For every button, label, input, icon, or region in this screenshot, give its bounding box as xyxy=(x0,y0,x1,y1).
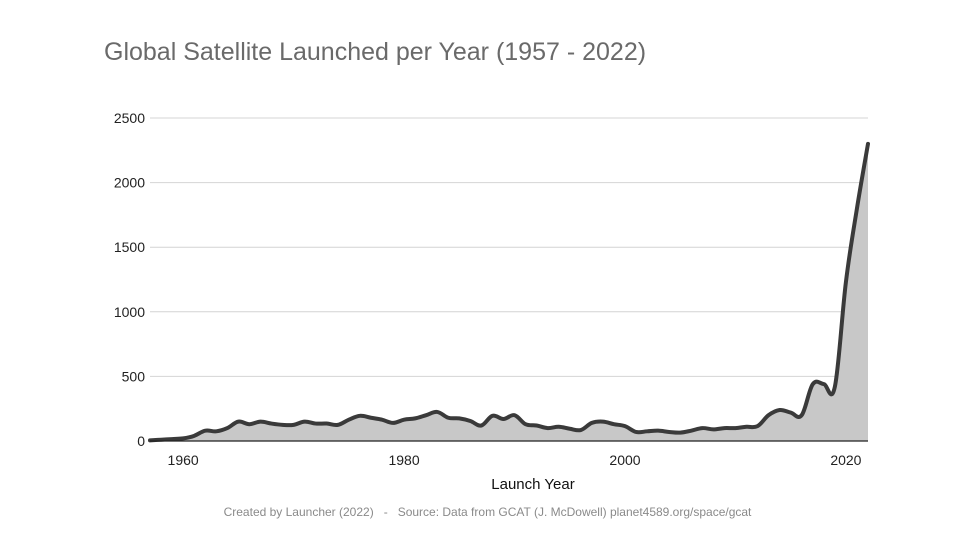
data-point-1981 xyxy=(413,416,418,421)
data-point-1958 xyxy=(159,437,164,442)
data-point-1980 xyxy=(402,417,407,422)
data-point-2017 xyxy=(810,382,815,387)
data-point-1995 xyxy=(567,426,572,431)
data-point-2013 xyxy=(766,413,771,418)
data-point-1973 xyxy=(324,421,329,426)
data-point-1968 xyxy=(269,421,274,426)
data-point-2000 xyxy=(622,424,627,429)
data-point-1960 xyxy=(181,436,186,441)
data-point-1975 xyxy=(346,417,351,422)
data-point-1985 xyxy=(457,416,462,421)
chart-title: Global Satellite Launched per Year (1957… xyxy=(104,38,647,66)
x-tick-label: 2020 xyxy=(830,452,861,468)
data-point-1993 xyxy=(545,426,550,431)
data-point-1992 xyxy=(534,423,539,428)
data-point-2019 xyxy=(832,384,837,389)
source-credit: Created by Launcher (2022) - Source: Dat… xyxy=(223,505,752,519)
data-point-1997 xyxy=(589,420,594,425)
x-tick-label: 1980 xyxy=(388,452,419,468)
data-point-1988 xyxy=(490,413,495,418)
data-point-1974 xyxy=(335,422,340,427)
data-point-1991 xyxy=(523,422,528,427)
data-point-1962 xyxy=(203,428,208,433)
data-point-2021 xyxy=(854,206,859,211)
y-tick-label: 2000 xyxy=(114,175,145,191)
series-area-fill xyxy=(150,143,868,441)
data-point-2016 xyxy=(799,413,804,418)
y-tick-labels: 0 500 1000 1500 2000 2500 xyxy=(114,110,145,449)
data-point-1964 xyxy=(225,426,230,431)
x-axis-label: Launch Year xyxy=(491,476,575,493)
data-point-2007 xyxy=(700,426,705,431)
data-point-1961 xyxy=(192,433,197,438)
y-tick-label: 2500 xyxy=(114,110,145,126)
data-point-1987 xyxy=(479,423,484,428)
data-point-1982 xyxy=(424,413,429,418)
data-point-1972 xyxy=(313,421,318,426)
data-point-2010 xyxy=(733,426,738,431)
data-point-1963 xyxy=(214,429,219,434)
data-point-1969 xyxy=(280,422,285,427)
data-point-1990 xyxy=(512,413,517,418)
data-points xyxy=(148,141,871,443)
x-tick-labels: 1960 1980 2000 2020 xyxy=(168,452,862,468)
data-point-1978 xyxy=(379,417,384,422)
data-point-1966 xyxy=(247,422,252,427)
grid-layer xyxy=(150,117,868,377)
data-point-2005 xyxy=(678,430,683,435)
data-point-2011 xyxy=(744,424,749,429)
data-point-2014 xyxy=(777,407,782,412)
data-point-1996 xyxy=(578,428,583,433)
series-line xyxy=(148,141,870,443)
x-tick-label: 1960 xyxy=(168,452,199,468)
data-point-2012 xyxy=(755,424,760,429)
data-point-2006 xyxy=(689,428,694,433)
data-point-1989 xyxy=(501,417,506,422)
y-tick-label: 1500 xyxy=(114,239,145,255)
data-point-2002 xyxy=(645,429,650,434)
y-tick-label: 0 xyxy=(137,433,145,449)
data-point-2015 xyxy=(788,410,793,415)
data-point-1979 xyxy=(391,420,396,425)
data-point-1970 xyxy=(291,422,296,427)
data-point-2009 xyxy=(722,426,727,431)
data-point-1986 xyxy=(468,418,473,423)
data-point-2003 xyxy=(656,428,661,433)
data-point-1983 xyxy=(435,409,440,414)
x-tick-label: 2000 xyxy=(609,452,640,468)
data-point-1971 xyxy=(302,419,307,424)
data-point-1959 xyxy=(170,437,175,442)
data-point-1984 xyxy=(446,415,451,420)
data-point-2001 xyxy=(634,429,639,434)
data-point-1965 xyxy=(236,419,241,424)
data-point-1977 xyxy=(368,415,373,420)
data-point-1957 xyxy=(148,438,153,443)
data-point-1967 xyxy=(258,419,263,424)
data-point-2004 xyxy=(667,429,672,434)
y-tick-label: 1000 xyxy=(114,304,145,320)
data-point-1976 xyxy=(357,413,362,418)
data-point-1999 xyxy=(611,422,616,427)
data-point-2008 xyxy=(711,427,716,432)
y-tick-label: 500 xyxy=(122,368,146,384)
data-point-1994 xyxy=(556,424,561,429)
data-point-1998 xyxy=(600,419,605,424)
data-point-2020 xyxy=(843,280,848,285)
data-point-2022 xyxy=(866,141,871,146)
data-point-2018 xyxy=(821,382,826,387)
